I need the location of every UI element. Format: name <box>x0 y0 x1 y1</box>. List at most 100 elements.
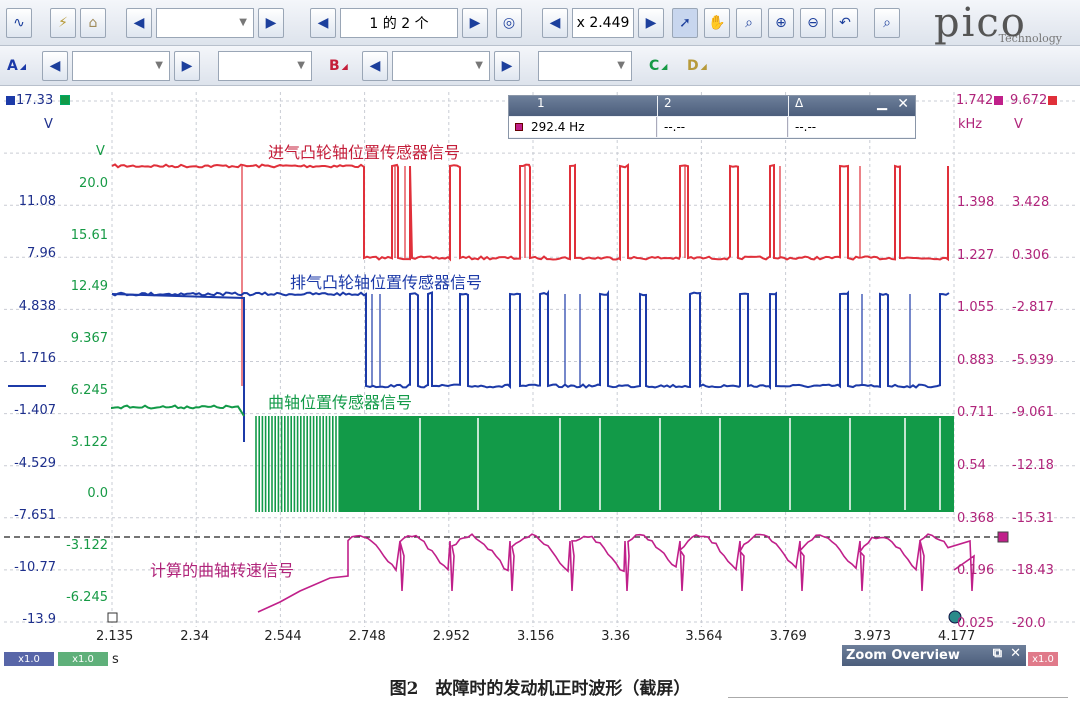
hand-icon[interactable]: ✋ <box>704 8 730 38</box>
tick-label: -10.77 <box>14 560 56 576</box>
tick-label: 7.96 <box>27 246 56 262</box>
scope-display <box>4 92 1076 627</box>
channel-d-button[interactable]: D ◢ <box>682 51 716 81</box>
rpm-scale-marker[interactable] <box>997 531 1009 543</box>
tick-label: 1.398 <box>957 195 995 210</box>
blue-square-icon <box>6 96 15 105</box>
rpm-trace <box>257 533 975 613</box>
right1-unit: kHz <box>958 117 983 132</box>
zoom-value: x 2.449 <box>572 8 634 38</box>
close-icon[interactable]: ✕ <box>1010 646 1021 661</box>
chevron-down-icon: ◢ <box>19 61 26 71</box>
tick-label: -1.407 <box>14 403 56 419</box>
crank-signal-label: 曲轴位置传感器信号 <box>268 393 413 412</box>
right1-top-text: 1.742 <box>956 93 994 108</box>
tick-label: 0.54 <box>957 458 986 473</box>
tick-label: 1.227 <box>957 247 995 263</box>
chevron-down-icon: ◢ <box>661 61 668 71</box>
tick-label: 1.055 <box>957 300 995 316</box>
magnifier-icon[interactable]: ⌕ <box>736 8 762 38</box>
channel-a-label: A <box>7 58 18 74</box>
x-scale-badge-b[interactable]: x1.0 <box>1028 652 1058 666</box>
crank-pulses <box>255 416 954 512</box>
chevron-down-icon: ◢ <box>341 61 348 71</box>
channel-b-coupling-select[interactable]: ▼ <box>538 51 632 81</box>
zoom-overview-bar[interactable]: Zoom Overview ⧉ ✕ <box>842 645 1026 666</box>
x-tick-label: 2.952 <box>432 629 471 644</box>
x-scale-badge-a[interactable]: x1.0 <box>4 652 54 666</box>
right1-top-value: 1.742 <box>956 93 1004 108</box>
axis-origin-marker[interactable] <box>107 612 118 623</box>
close-icon[interactable]: ✕ <box>897 96 909 112</box>
channel-a-button[interactable]: A ◢ <box>2 51 40 81</box>
caption-underline <box>728 697 1068 698</box>
channel-toolbar: A ◢ ◀ ▼ ▶ ▼ B ◢ ◀ ▼ ▶ ▼ C ◢ D ◢ <box>0 46 1080 86</box>
caption-text: 图2 故障时的发动机正时波形（截屏） <box>389 679 691 699</box>
channel-c-button[interactable]: C ◢ <box>644 51 678 81</box>
tick-label: 3.428 <box>1012 195 1050 210</box>
channel-b-button[interactable]: B ◢ <box>324 51 362 81</box>
zoom-next-button[interactable]: ▶ <box>638 8 664 38</box>
waveform-icon[interactable]: ∿ <box>6 8 32 38</box>
channel-a-coupling-select[interactable]: ▼ <box>218 51 312 81</box>
pico-logo: pico Technology <box>926 0 1076 46</box>
zoom-overview-title: Zoom Overview <box>846 648 960 663</box>
logo-subtext: Technology <box>998 32 1062 45</box>
chevron-down-icon: ▼ <box>617 60 625 71</box>
tick-label: -7.651 <box>14 507 56 523</box>
ruler-handle[interactable] <box>948 610 962 624</box>
channel-c-label: C <box>649 58 660 74</box>
cursor-icon[interactable]: ➚ <box>672 8 698 38</box>
next-button[interactable]: ▶ <box>258 8 284 38</box>
zoom-out-icon[interactable]: ⊖ <box>800 8 826 38</box>
channel-b-next[interactable]: ▶ <box>494 51 520 81</box>
tick-label: 15.61 <box>70 227 108 243</box>
chevron-down-icon: ▼ <box>297 60 305 71</box>
tick-label: 20.0 <box>79 176 108 191</box>
channel-d-label: D <box>687 58 699 74</box>
tick-label: 0.883 <box>957 352 995 368</box>
page-next-button[interactable]: ▶ <box>462 8 488 38</box>
channel-a-range-select[interactable]: ▼ <box>72 51 170 81</box>
x-tick-label: 2.135 <box>96 629 134 644</box>
right2-unit: V <box>1014 117 1023 132</box>
rpm-signal-label: 计算的曲轴转速信号 <box>150 561 295 580</box>
measure-value2: --.-- <box>658 117 788 137</box>
figure-caption: 图2 故障时的发动机正时波形（截屏） <box>0 674 1080 699</box>
exhaust-trace <box>111 289 950 391</box>
restore-icon[interactable]: ⧉ <box>992 646 1002 661</box>
red-square-icon <box>1048 96 1058 105</box>
tick-label: 9.367 <box>70 331 108 347</box>
undo-zoom-icon[interactable]: ↶ <box>832 8 858 38</box>
zoom-prev-button[interactable]: ◀ <box>542 8 568 38</box>
minimize-icon[interactable]: ▁ <box>877 96 887 111</box>
timebase-select[interactable]: ▼ <box>156 8 254 38</box>
crank-idle-trace <box>111 404 245 417</box>
measure-value3: --.-- <box>789 117 915 137</box>
zoom-overview-icon[interactable]: ⌕ <box>874 8 900 38</box>
measure-row[interactable]: 292.4 Hz <box>509 117 657 137</box>
measure-col2-header: 2 <box>658 96 788 116</box>
channel-b-prev[interactable]: ◀ <box>362 51 388 81</box>
channel-b-range-select[interactable]: ▼ <box>392 51 490 81</box>
tick-label: -2.817 <box>1012 300 1054 316</box>
x-scale-badge-c[interactable]: x1.0 <box>58 652 108 666</box>
channel-b-label: B <box>329 58 340 74</box>
x-tick-label: 2.34 <box>180 629 210 644</box>
home-icon[interactable]: ⌂ <box>80 8 106 38</box>
prev-button[interactable]: ◀ <box>126 8 152 38</box>
x-tick-label: 3.156 <box>517 629 555 644</box>
tick-label: -4.529 <box>14 455 56 471</box>
page-prev-button[interactable]: ◀ <box>310 8 336 38</box>
crank-dense-pulses <box>340 416 954 512</box>
compass-icon[interactable]: ◎ <box>496 8 522 38</box>
tick-label: 0.025 <box>957 615 995 631</box>
tick-label: -6.245 <box>66 589 108 605</box>
channel-a-prev[interactable]: ◀ <box>42 51 68 81</box>
zoom-in-icon[interactable]: ⊕ <box>768 8 794 38</box>
channel-a-next[interactable]: ▶ <box>174 51 200 81</box>
right2-top-value: 9.672 <box>1010 93 1058 108</box>
trigger-icon[interactable]: ⚡ <box>50 8 76 38</box>
tick-label: -5.939 <box>1012 352 1054 368</box>
tick-label: 0.306 <box>1012 247 1050 263</box>
